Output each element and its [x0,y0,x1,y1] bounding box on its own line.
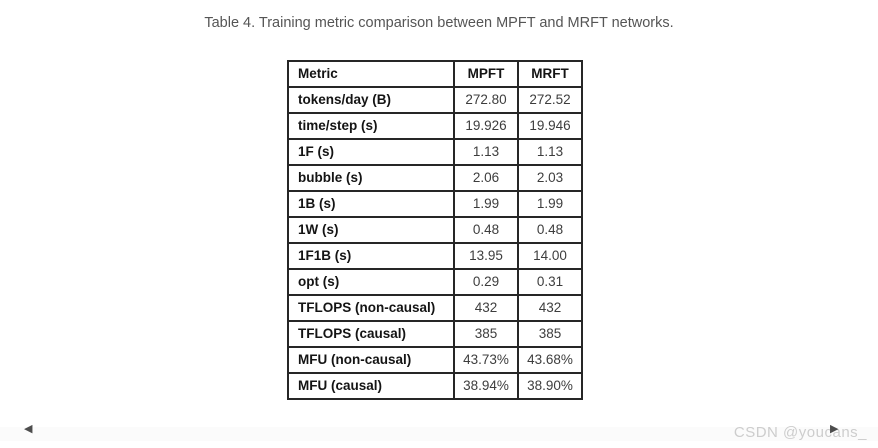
mpft-value: 432 [453,294,519,322]
column-header-metric: Metric [287,60,455,88]
mpft-value: 272.80 [453,86,519,114]
mrft-value: 2.03 [517,164,583,192]
metric-label: tokens/day (B) [287,86,455,114]
table-row: bubble (s) 2.06 2.03 [287,164,583,192]
metric-label: MFU (non-causal) [287,346,455,374]
table-row: 1B (s) 1.99 1.99 [287,190,583,218]
mpft-value: 385 [453,320,519,348]
mpft-value: 13.95 [453,242,519,270]
mpft-value: 0.29 [453,268,519,296]
mrft-value: 0.48 [517,216,583,244]
metric-label: TFLOPS (causal) [287,320,455,348]
next-arrow-icon[interactable]: ▶ [830,423,839,435]
table-row: tokens/day (B) 272.80 272.52 [287,86,583,114]
table-row: 1F (s) 1.13 1.13 [287,138,583,166]
table-caption: Table 4. Training metric comparison betw… [204,15,674,31]
mpft-value: 1.13 [453,138,519,166]
metric-label: time/step (s) [287,112,455,140]
metric-label: MFU (causal) [287,372,455,400]
mpft-value: 38.94% [453,372,519,400]
mrft-value: 0.31 [517,268,583,296]
mrft-value: 14.00 [517,242,583,270]
bottom-strip [0,427,878,441]
table-row: MFU (non-causal) 43.73% 43.68% [287,346,583,374]
mrft-value: 1.13 [517,138,583,166]
mpft-value: 0.48 [453,216,519,244]
metric-label: opt (s) [287,268,455,296]
table-row: TFLOPS (non-causal) 432 432 [287,294,583,322]
mrft-value: 19.946 [517,112,583,140]
table-row: opt (s) 0.29 0.31 [287,268,583,296]
mrft-value: 38.90% [517,372,583,400]
mpft-value: 43.73% [453,346,519,374]
table-row: 1F1B (s) 13.95 14.00 [287,242,583,270]
metric-label: 1F1B (s) [287,242,455,270]
mrft-value: 43.68% [517,346,583,374]
metric-label: 1F (s) [287,138,455,166]
mrft-value: 432 [517,294,583,322]
metrics-table: Metric MPFT MRFT tokens/day (B) 272.80 2… [287,60,583,400]
table-row: MFU (causal) 38.94% 38.90% [287,372,583,400]
metric-label: 1W (s) [287,216,455,244]
csdn-watermark: CSDN @youcans_ [733,424,867,441]
metric-label: bubble (s) [287,164,455,192]
table-row: time/step (s) 19.926 19.946 [287,112,583,140]
mpft-value: 2.06 [453,164,519,192]
mrft-value: 385 [517,320,583,348]
mrft-value: 1.99 [517,190,583,218]
column-header-mrft: MRFT [517,60,583,88]
mpft-value: 1.99 [453,190,519,218]
table-row: 1W (s) 0.48 0.48 [287,216,583,244]
metric-label: 1B (s) [287,190,455,218]
mpft-value: 19.926 [453,112,519,140]
mrft-value: 272.52 [517,86,583,114]
table-row: TFLOPS (causal) 385 385 [287,320,583,348]
table-header-row: Metric MPFT MRFT [287,60,583,88]
column-header-mpft: MPFT [453,60,519,88]
metric-label: TFLOPS (non-causal) [287,294,455,322]
prev-arrow-icon[interactable]: ◀ [24,423,33,435]
